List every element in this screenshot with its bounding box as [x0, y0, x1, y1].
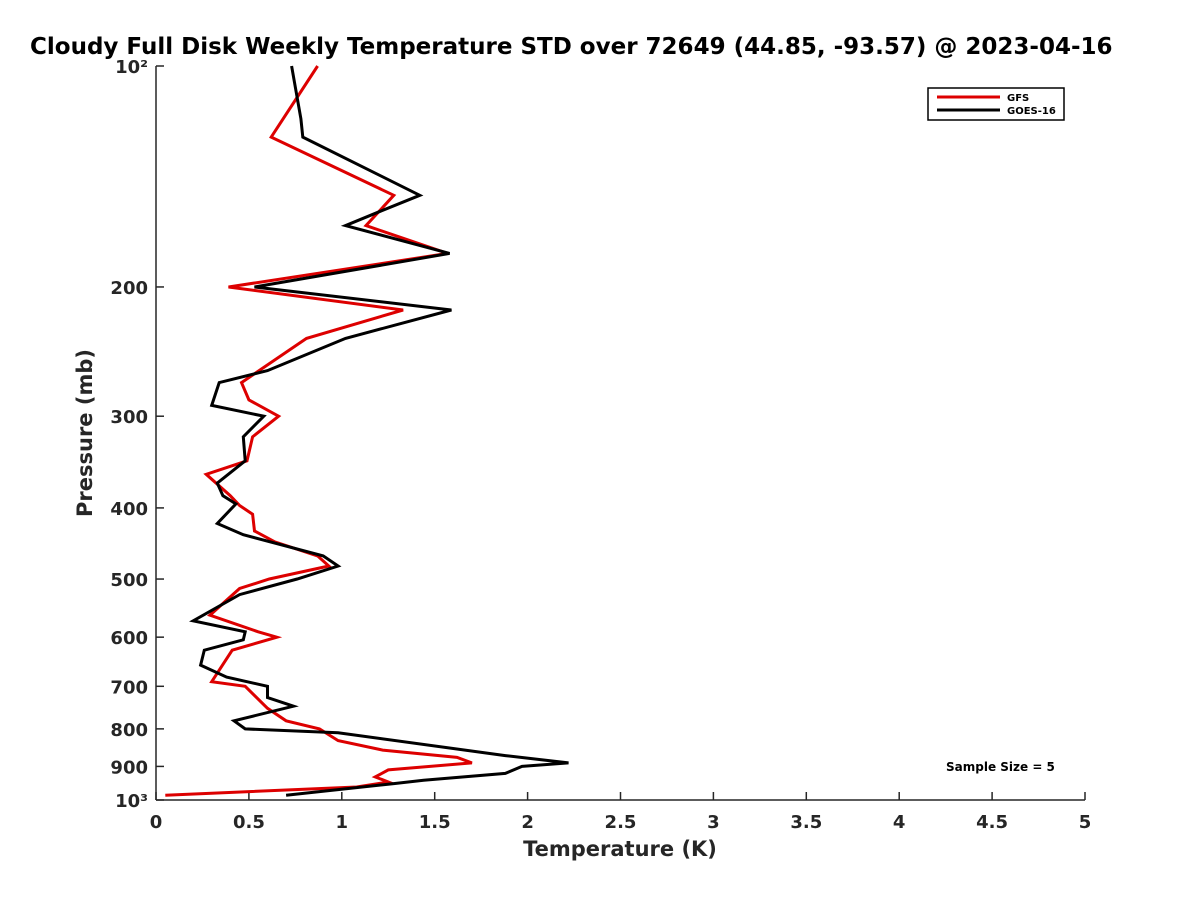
x-tick-label: 4 — [893, 812, 906, 833]
legend-label-goes16: GOES-16 — [1007, 106, 1056, 117]
x-tick-label: 3 — [707, 812, 720, 833]
y-tick-label: 900 — [110, 757, 148, 778]
y-axis-label: Pressure (mb) — [73, 349, 97, 517]
x-tick-label: 0 — [150, 812, 163, 833]
series-lines — [165, 65, 569, 797]
x-tick-label: 1 — [336, 812, 349, 833]
y-tick-label: 800 — [110, 720, 148, 741]
y-tick-label: 10³ — [115, 791, 148, 812]
y-tick-label: 10² — [115, 57, 148, 78]
series-line-gfs — [165, 65, 473, 797]
y-tick-label: 200 — [110, 278, 148, 299]
x-axis-ticks: 0 0.5 1 1.5 2 2.5 3 3.5 4 4.5 5 — [150, 792, 1092, 833]
x-tick-label: 2.5 — [605, 812, 637, 833]
sample-size-annotation: Sample Size = 5 — [946, 760, 1055, 774]
legend: GFS GOES-16 — [927, 87, 1065, 121]
legend-box — [927, 87, 1065, 121]
legend-label-gfs: GFS — [1007, 93, 1029, 104]
x-tick-label: 2 — [521, 812, 534, 833]
x-axis-label: Temperature (K) — [523, 837, 717, 861]
y-tick-label: 600 — [110, 628, 148, 649]
y-tick-label: 500 — [110, 570, 148, 591]
y-axis-ticks: 10² 200 300 400 500 600 700 800 900 10³ — [110, 57, 164, 812]
x-tick-label: 0.5 — [233, 812, 265, 833]
series-line-goes-16 — [189, 65, 569, 797]
x-tick-label: 3.5 — [790, 812, 822, 833]
x-tick-label: 5 — [1079, 812, 1092, 833]
plot-area: 0 0.5 1 1.5 2 2.5 3 3.5 4 4.5 5 10² 200 300 400 500 600… — [110, 57, 1091, 833]
x-tick-label: 4.5 — [976, 812, 1008, 833]
y-tick-label: 300 — [110, 407, 148, 428]
y-tick-label: 400 — [110, 499, 148, 520]
chart-title: Cloudy Full Disk Weekly Temperature STD … — [30, 34, 1113, 60]
x-tick-label: 1.5 — [419, 812, 451, 833]
y-tick-label: 700 — [110, 677, 148, 698]
